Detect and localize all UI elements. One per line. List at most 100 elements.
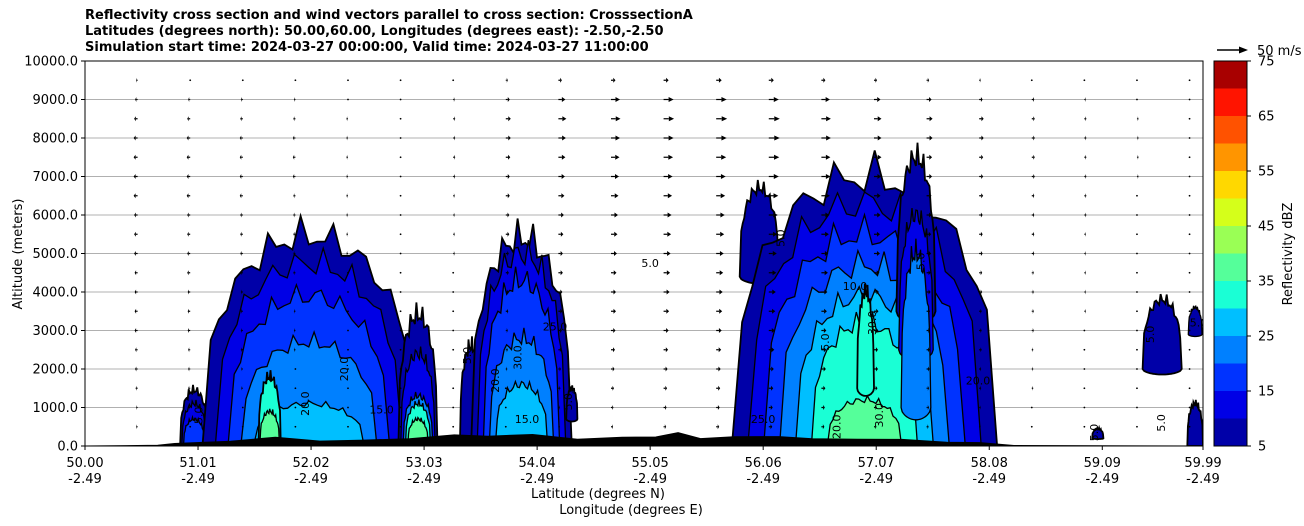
wind-vector-point	[504, 406, 507, 409]
wind-vector	[1188, 252, 1191, 255]
wind-vector-head	[612, 366, 615, 372]
y-tick-label: 8000.0	[33, 132, 79, 147]
wind-vector	[558, 347, 562, 353]
colorbar-band	[1214, 198, 1247, 226]
wind-vector-head	[929, 116, 933, 122]
reflectivity-cell	[895, 142, 937, 421]
reflectivity-cell	[179, 384, 210, 446]
wind-vector-head	[772, 289, 776, 295]
wind-vector	[505, 347, 508, 353]
wind-vector-head	[240, 308, 242, 314]
wind-vector-head	[668, 135, 674, 141]
wind-vector-point	[399, 406, 402, 409]
wind-vector-head	[453, 97, 455, 102]
wind-vector-head	[615, 97, 620, 102]
chart-title-line-3: Simulation start time: 2024-03-27 00:00:…	[85, 40, 649, 55]
wind-vector	[1136, 252, 1138, 255]
wind-vector-head	[875, 77, 877, 83]
wind-vector-head	[186, 154, 189, 160]
wind-vector-head	[292, 154, 295, 160]
wind-vector-point	[399, 425, 402, 428]
wind-vector-point	[1188, 271, 1191, 274]
wind-vector	[1084, 212, 1087, 218]
wind-vector	[135, 366, 138, 372]
wind-vector-head	[239, 135, 242, 141]
wind-vector-head	[823, 366, 826, 372]
wind-vector-head	[293, 251, 295, 256]
wind-vector	[873, 135, 882, 141]
colorbar-band	[1214, 281, 1247, 309]
wind-vector	[134, 116, 138, 122]
wind-vector-head	[615, 116, 621, 122]
wind-vector	[979, 97, 983, 102]
wind-vector-point	[1083, 368, 1086, 370]
x-tick-label-lon: -2.49	[294, 472, 328, 487]
wind-vector	[504, 425, 507, 428]
wind-vector	[81, 232, 85, 237]
wind-vector	[610, 308, 616, 314]
wind-vector-head	[981, 193, 984, 199]
wind-vector-head	[1033, 212, 1035, 218]
wind-vector	[188, 347, 191, 353]
wind-vector-head	[666, 328, 669, 333]
contour-label: 5.0	[641, 257, 659, 270]
wind-vector	[1136, 154, 1139, 160]
x-tick-label-lat: 50.00	[66, 456, 103, 471]
wind-vector-head	[240, 251, 242, 256]
wind-vector	[821, 135, 831, 141]
wind-vector-head	[825, 154, 831, 160]
wind-vector-head	[561, 212, 564, 218]
y-tick-label: 10000.0	[24, 55, 78, 70]
wind-vector-head	[826, 116, 831, 122]
y-tick-label: 5000.0	[33, 247, 79, 262]
x-tick-label-lon: -2.49	[972, 472, 1006, 487]
wind-key: 50 m/s	[1217, 44, 1302, 59]
wind-vector	[873, 308, 879, 314]
wind-vector-head	[1085, 289, 1086, 295]
wind-vector	[135, 385, 138, 391]
wind-vector-head	[1033, 251, 1035, 256]
wind-vector-head	[718, 77, 722, 83]
wind-vector	[399, 368, 402, 370]
wind-vector-head	[980, 212, 983, 218]
wind-vector	[293, 251, 296, 256]
wind-vector-head	[980, 289, 983, 295]
wind-vector-head	[240, 116, 242, 122]
wind-vector	[399, 214, 402, 216]
wind-vector	[134, 270, 138, 276]
wind-vector-head	[928, 366, 930, 372]
wind-vector	[558, 174, 565, 179]
colorbar-tick-label: 35	[1258, 275, 1275, 290]
wind-vector-head	[877, 174, 881, 179]
wind-vector	[1188, 98, 1191, 101]
wind-vector	[768, 328, 775, 333]
wind-vector	[716, 174, 726, 179]
contour-label: 5.0	[774, 229, 787, 247]
wind-vector	[610, 135, 620, 141]
wind-vector-head	[667, 251, 671, 256]
colorbar-band	[1214, 88, 1247, 116]
wind-vector-head	[927, 424, 929, 430]
wind-vector-head	[877, 97, 881, 102]
x-axis-label-longitude: Longitude (degrees E)	[559, 503, 703, 518]
wind-vector-head	[1033, 193, 1035, 199]
wind-vector-head	[876, 231, 880, 237]
wind-vector	[452, 406, 455, 409]
wind-vector	[926, 385, 930, 391]
wind-vector	[1136, 194, 1138, 197]
wind-vector-head	[134, 328, 137, 333]
wind-key-arrowhead	[1239, 46, 1248, 54]
wind-vector-head	[665, 405, 667, 410]
colorbar-band	[1214, 226, 1247, 254]
wind-vector-point	[1136, 233, 1138, 236]
wind-vector-head	[774, 154, 780, 160]
wind-vector-head	[877, 135, 882, 141]
wind-vector	[505, 135, 511, 141]
wind-vector-point	[1188, 137, 1191, 139]
contour-level-5-dbz	[1186, 398, 1203, 446]
wind-vector	[452, 310, 455, 313]
wind-vector	[239, 174, 243, 179]
wind-vector	[979, 289, 983, 295]
wind-vector-head	[240, 231, 242, 237]
contour-level-15-dbz	[182, 414, 206, 446]
